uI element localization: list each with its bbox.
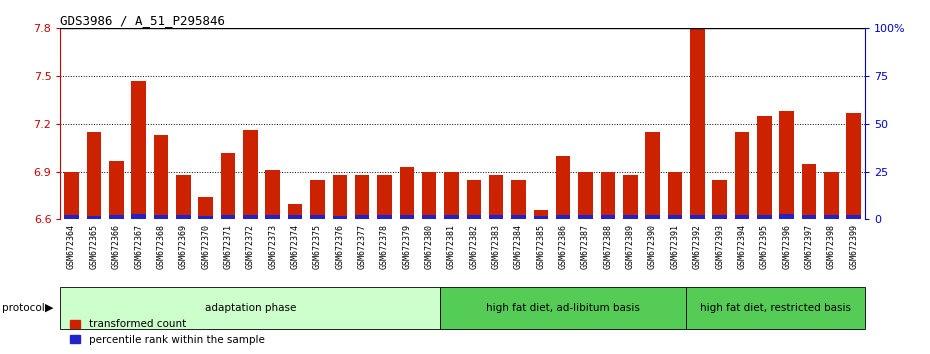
Bar <box>400 167 414 219</box>
Bar <box>86 216 101 219</box>
Bar <box>243 130 258 219</box>
Bar <box>668 172 683 219</box>
Bar <box>735 215 750 219</box>
Bar <box>802 164 817 219</box>
Bar <box>287 216 302 219</box>
Bar <box>131 81 146 219</box>
Bar <box>422 172 436 219</box>
Bar <box>198 216 213 219</box>
Bar <box>400 215 414 219</box>
Bar <box>534 210 548 219</box>
Bar <box>378 216 392 219</box>
Bar <box>311 180 325 219</box>
Bar <box>757 116 772 219</box>
Bar <box>64 172 79 219</box>
Bar <box>623 175 638 219</box>
Bar <box>220 215 235 219</box>
Bar <box>131 214 146 219</box>
Bar <box>176 175 191 219</box>
Bar <box>824 172 839 219</box>
Bar <box>422 216 436 219</box>
Legend: transformed count, percentile rank within the sample: transformed count, percentile rank withi… <box>66 315 269 349</box>
Bar <box>802 215 817 219</box>
Text: ▶: ▶ <box>46 303 54 313</box>
Bar <box>712 180 727 219</box>
Bar <box>176 216 191 219</box>
Bar <box>86 132 101 219</box>
Bar <box>578 172 592 219</box>
Bar <box>690 25 705 219</box>
Bar <box>378 175 392 219</box>
Bar <box>534 216 548 219</box>
Text: high fat diet, restricted basis: high fat diet, restricted basis <box>700 303 851 313</box>
Bar <box>601 215 615 219</box>
Bar <box>265 216 280 219</box>
Bar <box>690 216 705 219</box>
Text: protocol: protocol <box>2 303 45 313</box>
Text: adaptation phase: adaptation phase <box>205 303 296 313</box>
Bar <box>645 215 660 219</box>
Bar <box>779 111 794 219</box>
Bar <box>489 215 503 219</box>
Bar <box>109 161 124 219</box>
Bar <box>824 215 839 219</box>
Bar <box>467 180 481 219</box>
Bar <box>645 132 660 219</box>
Bar <box>712 216 727 219</box>
Bar <box>512 180 525 219</box>
Bar <box>623 216 638 219</box>
Bar <box>445 216 458 219</box>
Bar <box>243 216 258 219</box>
Bar <box>153 135 168 219</box>
Bar <box>467 216 481 219</box>
Bar <box>153 215 168 219</box>
Bar <box>489 175 503 219</box>
Bar <box>779 214 794 219</box>
Bar <box>333 175 347 219</box>
Text: GDS3986 / A_51_P295846: GDS3986 / A_51_P295846 <box>60 14 225 27</box>
Bar <box>556 156 570 219</box>
Bar <box>355 175 369 219</box>
Bar <box>601 172 615 219</box>
Bar <box>311 216 325 219</box>
Bar <box>355 216 369 219</box>
Bar <box>198 197 213 219</box>
Bar <box>668 216 683 219</box>
Bar <box>445 172 458 219</box>
Bar <box>287 204 302 219</box>
Bar <box>846 215 861 219</box>
Bar <box>735 132 750 219</box>
Bar <box>265 170 280 219</box>
Bar <box>512 216 525 219</box>
Bar <box>757 215 772 219</box>
Bar <box>578 215 592 219</box>
Bar <box>556 215 570 219</box>
Bar <box>333 216 347 219</box>
Bar <box>220 153 235 219</box>
Text: high fat diet, ad-libitum basis: high fat diet, ad-libitum basis <box>486 303 640 313</box>
Bar <box>109 215 124 219</box>
Bar <box>846 113 861 219</box>
Bar <box>64 215 79 219</box>
